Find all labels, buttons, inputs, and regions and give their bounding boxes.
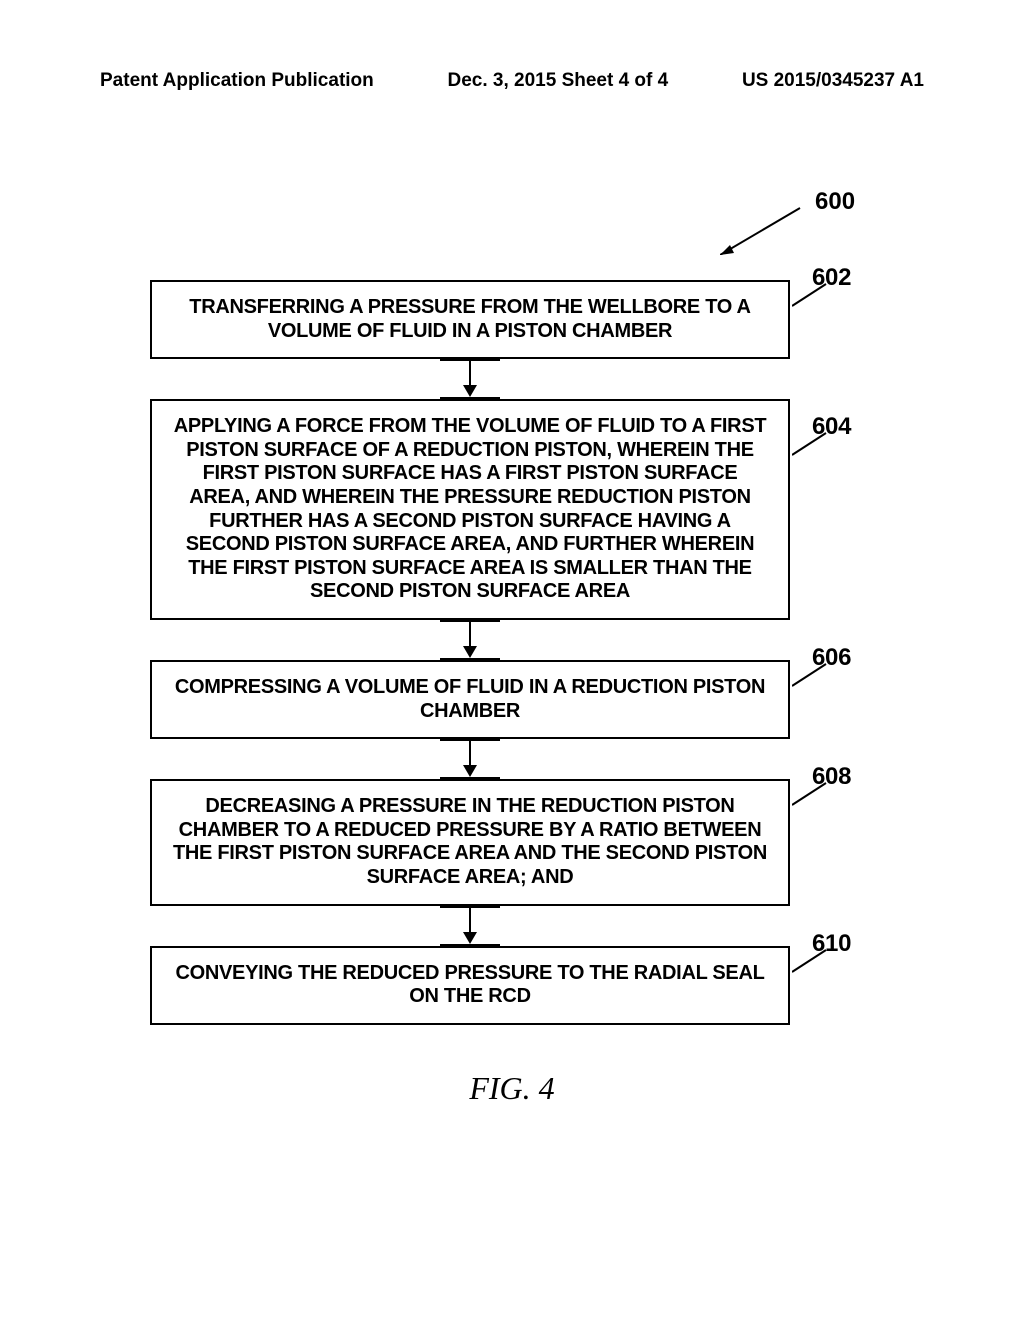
header-center: Dec. 3, 2015 Sheet 4 of 4 <box>447 70 668 92</box>
ref-label: 604 <box>812 413 851 441</box>
step-text: DECREASING A PRESSURE IN THE REDUCTION P… <box>173 795 767 888</box>
arrow-stem <box>469 908 471 932</box>
step-text: APPLYING A FORCE FROM THE VOLUME OF FLUI… <box>174 415 767 602</box>
ref-label: 602 <box>812 264 851 292</box>
arrow-stem <box>469 741 471 765</box>
arrow-stem <box>469 361 471 385</box>
figure-label: FIG. 4 <box>0 1070 1024 1107</box>
flow-arrow <box>150 906 790 946</box>
step-box-604: APPLYING A FORCE FROM THE VOLUME OF FLUI… <box>150 399 790 620</box>
overall-ref-leader: 600 <box>720 200 810 255</box>
step-box-608: DECREASING A PRESSURE IN THE REDUCTION P… <box>150 779 790 905</box>
arrow-stem <box>469 622 471 646</box>
ref-label: 610 <box>812 930 851 958</box>
header-left: Patent Application Publication <box>100 70 374 92</box>
step-box-606: COMPRESSING A VOLUME OF FLUID IN A REDUC… <box>150 660 790 739</box>
arrow-head-icon <box>463 385 477 397</box>
page-header: Patent Application Publication Dec. 3, 2… <box>0 70 1024 92</box>
arrow-head-icon <box>463 765 477 777</box>
ref-label: 608 <box>812 763 851 791</box>
step-box-602: TRANSFERRING A PRESSURE FROM THE WELLBOR… <box>150 280 790 359</box>
arrow-head-icon <box>463 932 477 944</box>
arrow-head-icon <box>463 646 477 658</box>
overall-ref-label: 600 <box>815 188 855 216</box>
step-text: TRANSFERRING A PRESSURE FROM THE WELLBOR… <box>189 296 750 342</box>
step-text: CONVEYING THE REDUCED PRESSURE TO THE RA… <box>175 962 764 1008</box>
flow-arrow <box>150 359 790 399</box>
header-right: US 2015/0345237 A1 <box>742 70 924 92</box>
flow-arrow <box>150 620 790 660</box>
flow-steps: TRANSFERRING A PRESSURE FROM THE WELLBOR… <box>150 280 790 1025</box>
flow-arrow <box>150 739 790 779</box>
step-box-610: CONVEYING THE REDUCED PRESSURE TO THE RA… <box>150 946 790 1025</box>
step-text: COMPRESSING A VOLUME OF FLUID IN A REDUC… <box>175 676 765 722</box>
ref-label: 606 <box>812 644 851 672</box>
